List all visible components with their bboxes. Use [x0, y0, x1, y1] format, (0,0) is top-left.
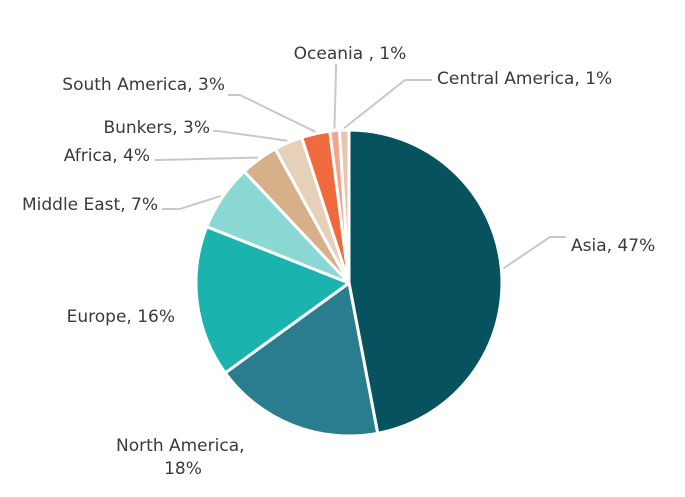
label-bunkers: Bunkers, 3%: [103, 118, 210, 138]
slice-north-america: [223, 281, 380, 438]
slice-asia: [347, 128, 504, 435]
leader-line-oceania: [333, 64, 337, 129]
label-africa: Africa, 4%: [64, 146, 150, 166]
label-europe: Europe, 16%: [67, 307, 175, 327]
leader-line-bunkers: [213, 130, 288, 142]
leader-line-asia: [502, 236, 566, 270]
label-north-america-line1: North America,: [116, 436, 244, 456]
leader-line-central-america: [343, 79, 432, 129]
label-central-america: Central America, 1%: [437, 69, 612, 89]
label-oceania: Oceania , 1%: [294, 44, 407, 64]
leader-line-africa: [155, 156, 258, 161]
label-middle-east: Middle East, 7%: [22, 195, 158, 215]
pie-slices: [194, 128, 504, 438]
label-north-america-line2: 18%: [164, 459, 202, 479]
label-south-america: South America, 3%: [62, 75, 225, 95]
label-north-america: North America, 18%: [116, 436, 250, 479]
leader-line-south-america: [228, 94, 316, 133]
leader-lines: [155, 64, 566, 270]
slice-central-america: [337, 128, 351, 285]
slice-europe: [194, 225, 351, 375]
leader-line-middle-east: [162, 194, 222, 210]
label-asia: Asia, 47%: [571, 236, 655, 256]
